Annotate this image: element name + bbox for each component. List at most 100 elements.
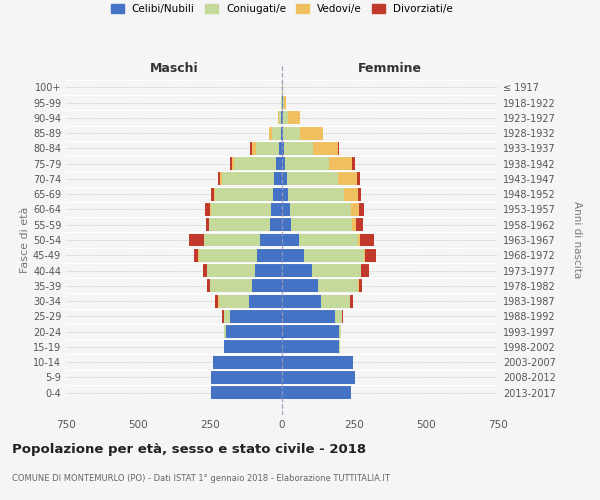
Bar [276, 157, 282, 170]
Bar [220, 172, 222, 186]
Legend: Celibi/Nubili, Coniugati/e, Vedovi/e, Divorziati/e: Celibi/Nubili, Coniugati/e, Vedovi/e, Di… [107, 0, 457, 18]
Bar [205, 203, 210, 216]
Bar [338, 172, 357, 186]
Bar [282, 386, 351, 399]
Bar [194, 249, 199, 262]
Bar [224, 340, 282, 353]
Bar [284, 96, 286, 109]
Bar [226, 325, 282, 338]
Bar [283, 112, 288, 124]
Bar [278, 112, 279, 124]
Bar [215, 188, 273, 200]
Bar [360, 234, 374, 246]
Bar [282, 356, 353, 368]
Bar [282, 325, 339, 338]
Bar [282, 371, 355, 384]
Bar [282, 188, 289, 200]
Bar [272, 126, 281, 140]
Bar [339, 325, 341, 338]
Bar [283, 126, 300, 140]
Bar [356, 218, 363, 231]
Bar [357, 172, 360, 186]
Bar [206, 218, 209, 231]
Bar [359, 203, 364, 216]
Bar [289, 188, 344, 200]
Bar [290, 203, 350, 216]
Bar [361, 264, 368, 277]
Bar [210, 280, 252, 292]
Bar [313, 142, 338, 155]
Bar [214, 188, 215, 200]
Bar [282, 249, 304, 262]
Bar [215, 294, 218, 308]
Bar [260, 234, 282, 246]
Bar [279, 142, 282, 155]
Bar [207, 264, 254, 277]
Bar [282, 218, 291, 231]
Bar [230, 157, 232, 170]
Bar [282, 264, 312, 277]
Bar [282, 280, 318, 292]
Bar [274, 172, 282, 186]
Bar [352, 157, 355, 170]
Bar [270, 218, 282, 231]
Text: COMUNE DI MONTEMURLO (PO) - Dati ISTAT 1° gennaio 2018 - Elaborazione TUTTITALIA: COMUNE DI MONTEMURLO (PO) - Dati ISTAT 1… [12, 474, 390, 483]
Bar [256, 142, 279, 155]
Bar [282, 172, 287, 186]
Bar [321, 294, 350, 308]
Bar [350, 203, 359, 216]
Bar [222, 172, 274, 186]
Bar [282, 234, 299, 246]
Bar [254, 264, 282, 277]
Bar [224, 325, 226, 338]
Bar [358, 188, 361, 200]
Bar [318, 280, 358, 292]
Bar [352, 218, 356, 231]
Bar [287, 172, 338, 186]
Bar [230, 310, 282, 323]
Bar [210, 203, 211, 216]
Bar [282, 126, 283, 140]
Bar [271, 203, 282, 216]
Bar [344, 188, 358, 200]
Bar [283, 96, 284, 109]
Bar [338, 142, 340, 155]
Bar [273, 188, 282, 200]
Bar [250, 142, 252, 155]
Bar [269, 126, 272, 140]
Bar [257, 249, 282, 262]
Bar [213, 356, 282, 368]
Bar [365, 249, 376, 262]
Bar [339, 340, 340, 353]
Bar [286, 157, 329, 170]
Bar [284, 142, 313, 155]
Y-axis label: Anni di nascita: Anni di nascita [572, 202, 583, 278]
Bar [232, 157, 235, 170]
Bar [304, 249, 364, 262]
Text: Maschi: Maschi [149, 62, 199, 75]
Bar [249, 294, 282, 308]
Bar [288, 112, 299, 124]
Bar [218, 294, 249, 308]
Bar [203, 264, 206, 277]
Bar [204, 234, 260, 246]
Bar [199, 249, 257, 262]
Bar [300, 126, 323, 140]
Bar [282, 203, 290, 216]
Bar [282, 142, 284, 155]
Bar [282, 157, 286, 170]
Bar [350, 294, 353, 308]
Bar [329, 157, 352, 170]
Bar [312, 264, 361, 277]
Text: Femmine: Femmine [358, 62, 422, 75]
Bar [299, 234, 358, 246]
Bar [207, 280, 210, 292]
Y-axis label: Fasce di età: Fasce di età [20, 207, 30, 273]
Bar [358, 234, 360, 246]
Bar [282, 340, 339, 353]
Bar [218, 172, 220, 186]
Bar [282, 294, 321, 308]
Bar [211, 203, 271, 216]
Bar [342, 310, 343, 323]
Bar [252, 280, 282, 292]
